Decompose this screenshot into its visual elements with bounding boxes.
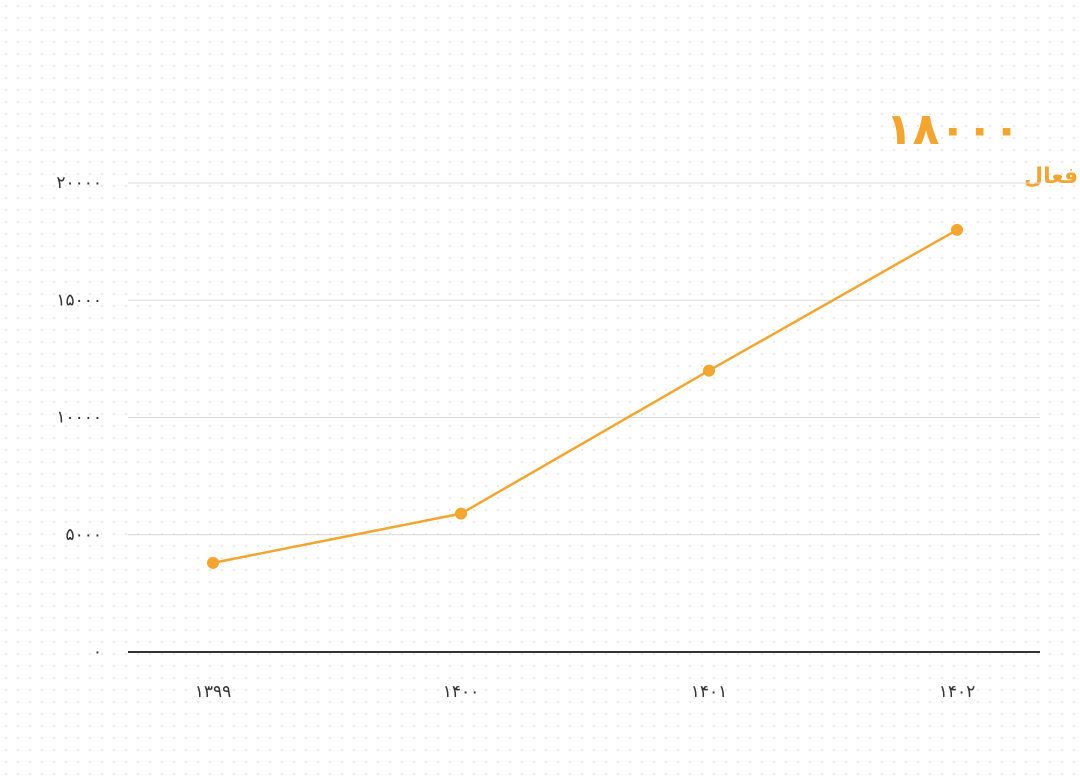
point: [455, 507, 467, 520]
x-tick-label: ۱۳۹۹: [195, 682, 232, 702]
point: [951, 223, 963, 236]
point: [207, 556, 219, 569]
annotation-label: اقامتگاه فعال: [1024, 162, 1080, 189]
y-tick-label: ۱۰۰۰۰: [56, 408, 102, 428]
y-tick-label: ۵۰۰۰: [65, 525, 102, 545]
line: [212, 228, 958, 565]
y-tick-label: ۱۵۰۰۰: [56, 290, 102, 310]
x-tick-label: ۱۴۰۱: [691, 682, 728, 702]
annotation-value: ۱۸۰۰۰: [886, 104, 1020, 155]
point: [703, 364, 715, 377]
x-tick-label: ۱۴۰۲: [939, 682, 976, 702]
x-tick-label: ۱۴۰۰: [443, 682, 480, 702]
y-tick-label: ۰: [93, 642, 102, 662]
y-tick-label: ۲۰۰۰۰: [56, 173, 102, 193]
